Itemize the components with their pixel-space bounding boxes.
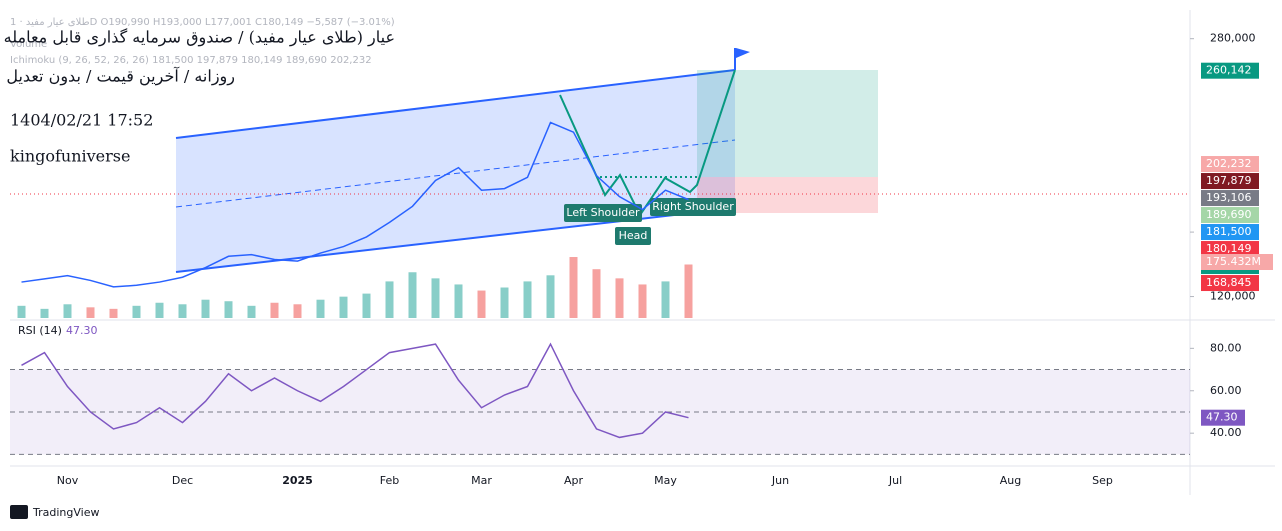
target-zone xyxy=(697,70,878,177)
volume-bar xyxy=(546,275,555,318)
price-label: 189,690 xyxy=(1206,208,1252,221)
y-tick-label: 120,000 xyxy=(1210,290,1256,303)
volume-bar xyxy=(339,296,348,318)
rsi-label-box xyxy=(1201,409,1245,426)
footer: TradingView xyxy=(32,506,99,519)
x-tick-label: Jun xyxy=(771,474,789,487)
indicator: Ichimoku (9, 26, 52, 26, 26) 181,500 197… xyxy=(10,55,372,66)
flag xyxy=(736,48,750,58)
volume-bar xyxy=(684,264,693,318)
volume-bar xyxy=(316,299,325,318)
header: طلای عیار مفید · 1D O190,990 H193,000 L1… xyxy=(10,17,395,28)
price-label: 168,845 xyxy=(1206,276,1252,289)
volume-bar xyxy=(40,308,49,318)
subtitle: روزانه / آخرین قیمت / بدون تعدیل xyxy=(6,66,235,86)
volume-bar xyxy=(408,272,417,318)
volume-bar xyxy=(270,302,279,318)
volume-bar xyxy=(362,293,371,318)
x-tick-label: May xyxy=(654,474,677,487)
volume-bar xyxy=(569,257,578,318)
x-tick-label: Jul xyxy=(888,474,902,487)
price-label-box xyxy=(1201,173,1259,190)
timestamp: 1404/02/21 17:52 xyxy=(10,111,153,130)
volume-bar xyxy=(615,278,624,318)
volume-bar xyxy=(454,284,463,318)
price-line xyxy=(21,121,689,288)
volume-bar xyxy=(477,290,486,318)
price-label-box xyxy=(1201,156,1259,173)
volume-bar xyxy=(293,304,302,318)
x-tick-label: Apr xyxy=(564,474,584,487)
price-label: 197,879 xyxy=(1206,174,1252,187)
x-tick-label: Feb xyxy=(380,474,399,487)
y-tick-label: 40.00 xyxy=(1210,426,1242,439)
pattern-line xyxy=(559,69,736,217)
price-label: 260,142 xyxy=(1206,64,1252,77)
volume-bar xyxy=(385,281,394,318)
price-label: 193,106 xyxy=(1206,191,1252,204)
volume-bar xyxy=(178,304,187,318)
rsi-value: 47.30 xyxy=(66,324,98,337)
volume-bar xyxy=(132,305,141,318)
volume-bar xyxy=(86,307,95,318)
x-tick-label: 2025 xyxy=(282,474,313,487)
volume-bar xyxy=(523,281,532,318)
volume-bar xyxy=(638,284,647,318)
rsi-title: RSI (14) xyxy=(18,324,62,337)
price-line xyxy=(21,342,689,439)
x-tick-label: Mar xyxy=(471,474,492,487)
x-tick-label: Sep xyxy=(1092,474,1113,487)
title: عیار (طلای عیار مفید) / صندوق سرمایه گذا… xyxy=(4,28,395,47)
volume-bar xyxy=(247,305,256,318)
volume-title: Volume xyxy=(10,39,47,50)
y-tick-label: 280,000 xyxy=(1210,32,1256,45)
channel-top xyxy=(175,69,736,139)
label-box xyxy=(615,227,651,245)
volume-bar xyxy=(155,302,164,318)
price-label: 180,149 xyxy=(1206,242,1252,255)
price-label-box xyxy=(1201,224,1259,241)
pattern-labels: Left Shoulder Head Right Shoulder xyxy=(564,198,736,245)
price-label-box xyxy=(1201,275,1259,292)
price-label-box xyxy=(1201,207,1259,224)
y-tick-label: 60.00 xyxy=(1210,384,1242,397)
author: kingofuniverse xyxy=(10,147,130,166)
volume-bar xyxy=(109,308,118,318)
rsi-label: 47.30 xyxy=(1206,411,1238,424)
volume-bar xyxy=(201,299,210,318)
price-label-box xyxy=(1201,241,1259,258)
volume-bar xyxy=(500,287,509,318)
volume-label: 175.432M xyxy=(1206,255,1261,268)
x-tick-label: Dec xyxy=(172,474,193,487)
annotation: Head xyxy=(619,229,648,242)
label-box xyxy=(650,198,736,216)
volume-bar xyxy=(224,301,233,318)
price-label-box xyxy=(1201,190,1259,207)
volume-label-box xyxy=(1201,254,1273,270)
price-label: 202,232 xyxy=(1206,157,1252,170)
x-tick-label: Aug xyxy=(1000,474,1021,487)
volume-bar xyxy=(431,278,440,318)
price-label-box xyxy=(1201,62,1259,79)
logo xyxy=(10,505,28,519)
volume-bar xyxy=(592,269,601,318)
volume-bar xyxy=(63,304,72,318)
volume-bar xyxy=(661,281,670,318)
channel-mid xyxy=(175,139,736,208)
annotation: Left Shoulder xyxy=(566,206,640,219)
y-tick-label: 80.00 xyxy=(1210,341,1242,354)
label-box xyxy=(564,204,642,222)
price-label: 181,500 xyxy=(1206,225,1252,238)
volume-bar xyxy=(17,305,26,318)
x-tick-label: Nov xyxy=(57,474,79,487)
annotation: Right Shoulder xyxy=(652,200,734,213)
